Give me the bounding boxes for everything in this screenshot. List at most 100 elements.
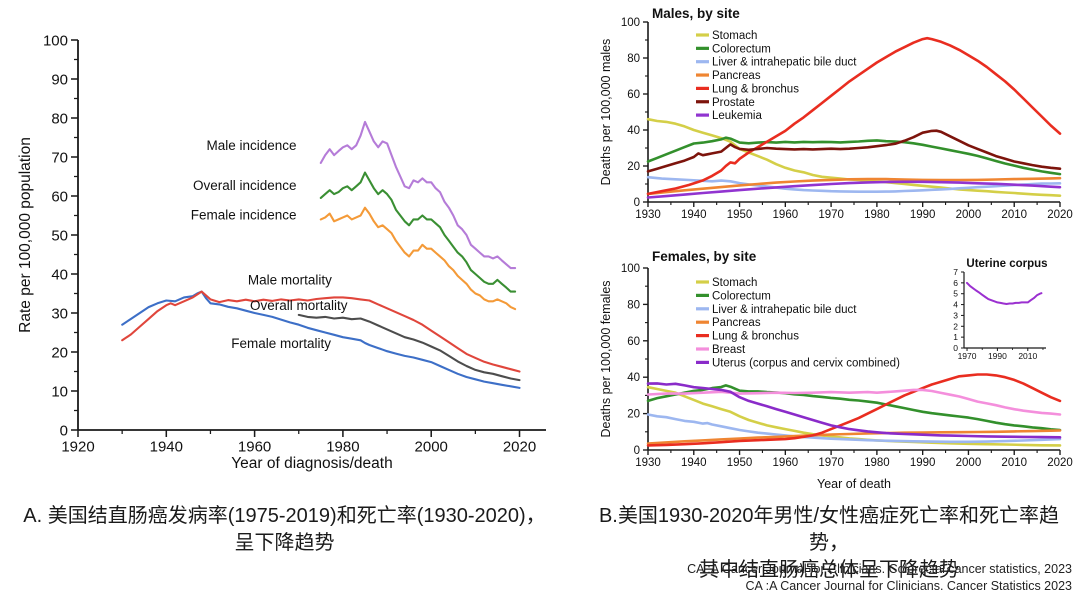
y-axis-label: Rate per 100,000 population [17,137,34,333]
line-label-male-mortality: Male mortality [248,273,332,288]
panel-a-caption-line2: 呈下降趋势 [234,532,335,554]
panel-b-caption-line2: 其中结直肠癌总体呈下降趋势 [699,559,959,581]
males-by-site-group: 1930 1940 1950 1960 1970 1980 1990 2000 2010 2020… [599,6,1073,221]
females-by-site-group: 1930 1940 1950 1960 1970 1980 1990 2000 2010 2020… [599,249,1073,491]
legend-item-lung-bronchus: Lung & bronchus [696,83,799,95]
y-tick-label: 0 [60,422,68,439]
x-tick-label: 1960 [773,457,799,469]
y-tick-label: 40 [627,372,640,384]
y-tick-label: 90 [51,71,68,88]
x-tick-label: 1980 [864,457,890,469]
y-tick-label: 0 [634,445,640,457]
y-tick-label: 80 [627,53,640,65]
panel-b-caption: B.美国1930-2020年男性/女性癌症死亡率和死亡率趋势， 其中结直肠癌总体… [582,503,1076,584]
x-tick-label: 1950 [727,209,753,221]
legend-label-pancreas: Pancreas [712,317,761,329]
legend-label-breast: Breast [712,344,746,356]
x-tick-label: 1940 [681,457,707,469]
y-tick-label: 100 [621,263,640,275]
legend-label-stomach: Stomach [712,30,757,42]
chart-title-females-by-site: Females, by site [652,249,757,264]
y-tick-label: 50 [51,227,68,244]
x-tick-label: 2010 [1001,457,1027,469]
legend-label-liver-intrahepatic-bile-duct: Liver & intrahepatic bile duct [712,57,857,69]
legend-label-uterus-corpus-and-cervix-combined: Uterus (corpus and cervix combined) [712,357,900,369]
legend-item-colorectum: Colorectum [696,290,771,302]
y-axis-label: Deaths per 100,000 males [599,39,613,186]
line-label-overall-mortality: Overall mortality [250,298,348,313]
y-tick-label: 40 [627,125,640,137]
line-label-overall-incidence: Overall incidence [193,178,297,193]
legend-label-colorectum: Colorectum [712,290,771,302]
x-tick-label: 2000 [415,438,448,455]
y-tick-label: 60 [51,188,68,205]
legend-item-pancreas: Pancreas [696,70,761,82]
line-label-male-incidence: Male incidence [206,138,296,153]
chart-title-males-by-site: Males, by site [652,6,740,21]
x-tick-label: 2000 [956,457,982,469]
series-colorectum [646,136,1062,176]
y-tick-label: 7 [953,267,958,277]
legend-label-lung-bronchus: Lung & bronchus [712,331,799,343]
line-label-female-incidence: Female incidence [191,207,297,222]
y-tick-label: 60 [627,336,640,348]
legend-label-liver-intrahepatic-bile-duct: Liver & intrahepatic bile duct [712,304,857,316]
legend-label-prostate: Prostate [712,97,755,109]
y-tick-label: 2 [953,321,958,331]
x-tick-label: 2010 [1018,351,1037,361]
legend-label-stomach: Stomach [712,277,757,289]
legend-item-prostate: Prostate [696,97,755,109]
y-tick-label: 6 [953,278,958,288]
x-axis-label: Year of death [817,477,891,491]
series-overall-incidence [319,171,517,293]
line-label-female-mortality: Female mortality [231,336,331,351]
x-tick-label: 1930 [635,209,661,221]
x-tick-label: 1940 [681,209,707,221]
x-tick-label: 1940 [150,438,183,455]
y-tick-label: 100 [621,17,640,29]
legend-item-liver-intrahepatic-bile-duct: Liver & intrahepatic bile duct [696,304,857,316]
series-overall-mortality [297,313,521,382]
y-tick-label: 1 [953,332,958,342]
x-tick-label: 2000 [956,209,982,221]
series-stomach [646,385,1062,447]
x-tick-label: 2020 [503,438,536,455]
series-prostate [646,129,1062,173]
x-tick-label: 1960 [773,209,799,221]
x-tick-label: 1930 [635,457,661,469]
series-uterus-corpus-and-cervix-combined [646,382,1062,439]
legend-item-colorectum: Colorectum [696,43,771,55]
x-tick-label: 1980 [326,438,359,455]
x-tick-label: 1960 [238,438,271,455]
y-tick-label: 5 [953,289,958,299]
x-tick-label: 1970 [958,351,977,361]
legend-item-stomach: Stomach [696,30,757,42]
x-tick-label: 1970 [818,457,844,469]
chart-title-uterine-corpus: Uterine corpus [966,258,1047,270]
x-tick-label: 1990 [910,209,936,221]
series-leukemia [646,180,1062,199]
x-tick-label: 1920 [61,438,94,455]
y-tick-label: 40 [51,266,68,283]
y-tick-label: 20 [627,409,640,421]
source-line1: CA :A Cancer Journal for Clinicians. Col… [687,562,1072,576]
y-tick-label: 70 [51,149,68,166]
legend-label-colorectum: Colorectum [712,43,771,55]
x-tick-label: 1950 [727,457,753,469]
x-tick-label: 1990 [988,351,1007,361]
y-tick-label: 10 [51,383,68,400]
y-tick-label: 100 [43,32,68,49]
legend-item-liver-intrahepatic-bile-duct: Liver & intrahepatic bile duct [696,57,857,69]
legend-label-leukemia: Leukemia [712,110,762,122]
legend-item-lung-bronchus: Lung & bronchus [696,331,799,343]
legend-item-stomach: Stomach [696,277,757,289]
legend-label-pancreas: Pancreas [712,70,761,82]
x-axis-label: Year of diagnosis/death [231,455,392,472]
y-tick-label: 0 [953,343,958,353]
y-tick-label: 4 [953,300,958,310]
panel-b-caption-line1: B.美国1930-2020年男性/女性癌症死亡率和死亡率趋势， [598,505,1060,554]
y-tick-label: 80 [627,299,640,311]
series-pancreas [646,429,1062,445]
